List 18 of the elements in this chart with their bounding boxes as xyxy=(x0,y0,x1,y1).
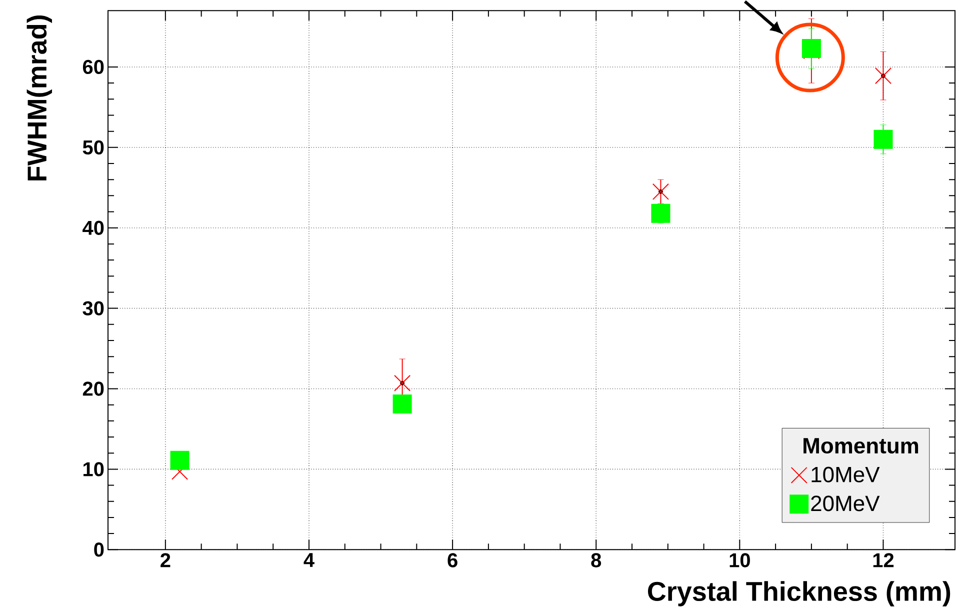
y-axis-title: FWHM(mrad) xyxy=(26,16,52,181)
y-tick-label: 20 xyxy=(82,382,104,396)
legend-title: Momentum xyxy=(804,438,918,454)
x-tick-label: 2 xyxy=(160,553,170,568)
x-tick-label: 12 xyxy=(873,553,894,568)
legend-label: 10MeV xyxy=(812,466,880,483)
legend-label: 20MeV xyxy=(811,496,880,512)
x-tick-label: 10 xyxy=(730,553,750,568)
x-tick-label: 4 xyxy=(304,553,314,568)
y-tick-label: 40 xyxy=(82,220,104,236)
x-tick-label: 6 xyxy=(448,553,458,568)
x-tick-label: 8 xyxy=(591,553,602,568)
x-axis-title: Crystal Thickness (mm) xyxy=(648,581,950,607)
y-tick-label: 60 xyxy=(82,60,104,74)
y-tick-label: 0 xyxy=(94,542,104,557)
y-tick-label: 10 xyxy=(84,462,104,476)
y-tick-label: 50 xyxy=(82,140,104,155)
y-tick-label: 30 xyxy=(82,301,104,316)
